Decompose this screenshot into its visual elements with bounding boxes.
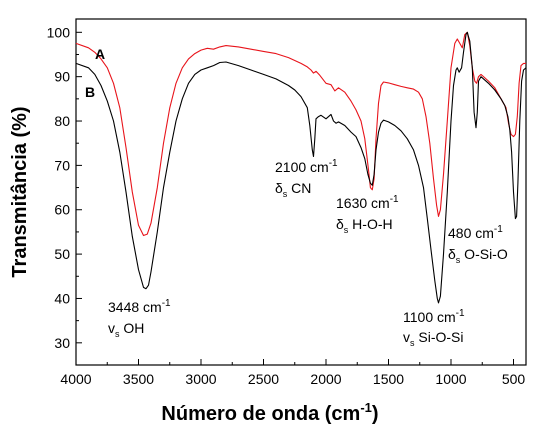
y-tick-label: 60 — [54, 202, 70, 218]
peak-label-3448-mode: vs OH — [108, 320, 144, 339]
x-tick-label: 2500 — [248, 371, 279, 387]
peak-480-group: O-Si-O — [460, 246, 508, 262]
peak-3448-subscript: s — [115, 329, 120, 339]
y-tick-label: 90 — [54, 69, 70, 85]
peak-1630-unit-sup: -1 — [390, 194, 399, 205]
peak-1630-subscript: s — [344, 225, 349, 235]
series-line-b — [75, 31, 527, 304]
peak-label-480-freq: 480 cm-1 — [448, 224, 503, 241]
y-tick-label: 30 — [54, 335, 70, 351]
y-tick-label: 40 — [54, 290, 70, 306]
peak-3448-value: 3448 cm — [108, 299, 162, 315]
x-tick-label: 1000 — [435, 371, 466, 387]
peak-3448-symbol: v — [108, 320, 115, 336]
x-axis-label-close: ) — [372, 403, 379, 425]
plot-frame — [75, 18, 527, 366]
x-axis-ticks: 4000 3500 3000 2500 2000 1500 1000 500 — [60, 359, 525, 387]
x-tick-label: 3500 — [123, 371, 154, 387]
peak-label-1100-freq: 1100 cm-1 — [403, 308, 465, 325]
peak-480-value: 480 cm — [448, 225, 494, 241]
peak-480-unit-sup: -1 — [494, 224, 503, 235]
peak-2100-group: CN — [287, 180, 311, 196]
peak-label-1630-mode: δs H-O-H — [336, 216, 393, 235]
series-layer — [75, 31, 527, 304]
x-tick-label: 500 — [502, 371, 526, 387]
peak-1100-group: Si-O-Si — [415, 329, 464, 345]
x-tick-label: 4000 — [60, 371, 91, 387]
peak-2100-unit-sup: -1 — [329, 158, 338, 169]
peak-label-1100-mode: vs Si-O-Si — [403, 329, 464, 348]
peak-2100-subscript: s — [283, 189, 288, 199]
peak-label-2100-mode: δs CN — [275, 180, 311, 199]
peak-3448-group: OH — [120, 320, 145, 336]
x-axis-label-superscript: -1 — [360, 400, 372, 415]
x-tick-label: 2000 — [310, 371, 341, 387]
x-axis-label-main: Número de onda (cm — [161, 403, 360, 425]
x-tick-label: 3000 — [185, 371, 216, 387]
peak-1100-value: 1100 cm — [403, 309, 456, 325]
peak-label-3448-freq: 3448 cm-1 — [108, 298, 171, 315]
peak-1100-subscript: s — [410, 338, 415, 348]
peak-1630-symbol: δ — [336, 216, 344, 232]
peak-label-1630-freq: 1630 cm-1 — [336, 194, 399, 211]
series-b-label: B — [85, 84, 95, 100]
y-tick-label: 100 — [47, 24, 71, 40]
series-a-label: A — [95, 46, 105, 62]
series-line-a — [75, 31, 526, 237]
peak-1100-unit-sup: -1 — [456, 308, 465, 319]
peak-label-2100-freq: 2100 cm-1 — [275, 158, 338, 175]
peak-1100-symbol: v — [403, 329, 410, 345]
x-axis-label: Número de onda (cm-1) — [161, 400, 378, 425]
peak-2100-symbol: δ — [275, 180, 283, 196]
y-tick-label: 70 — [54, 157, 70, 173]
peak-1630-group: H-O-H — [348, 216, 392, 232]
peak-1630-value: 1630 cm — [336, 195, 390, 211]
peak-label-480-mode: δs O-Si-O — [448, 246, 508, 265]
x-tick-label: 1500 — [373, 371, 404, 387]
peak-2100-value: 2100 cm — [275, 159, 329, 175]
y-tick-label: 80 — [54, 113, 70, 129]
peak-480-symbol: δ — [448, 246, 456, 262]
y-axis-label: Transmitância (%) — [9, 106, 31, 277]
peak-480-subscript: s — [456, 255, 461, 265]
peak-3448-unit-sup: -1 — [162, 298, 171, 309]
y-tick-label: 50 — [54, 246, 70, 262]
y-axis-ticks: 30 40 50 60 70 80 90 100 — [47, 24, 82, 351]
